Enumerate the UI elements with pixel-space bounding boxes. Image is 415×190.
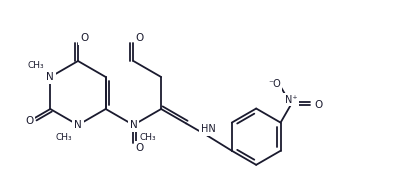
Text: CH₃: CH₃ (56, 132, 72, 142)
Text: O: O (314, 100, 322, 110)
Text: O: O (80, 33, 88, 43)
Text: O: O (135, 143, 144, 153)
Text: ⁻O: ⁻O (268, 79, 281, 89)
Text: HN: HN (201, 124, 216, 134)
Text: N: N (46, 72, 54, 82)
Text: CH₃: CH₃ (28, 60, 44, 70)
Text: N⁺: N⁺ (285, 95, 297, 105)
Text: O: O (135, 33, 144, 43)
Text: N: N (129, 120, 137, 130)
Text: N: N (74, 120, 82, 130)
Text: O: O (25, 116, 33, 126)
Text: CH₃: CH₃ (139, 132, 156, 142)
